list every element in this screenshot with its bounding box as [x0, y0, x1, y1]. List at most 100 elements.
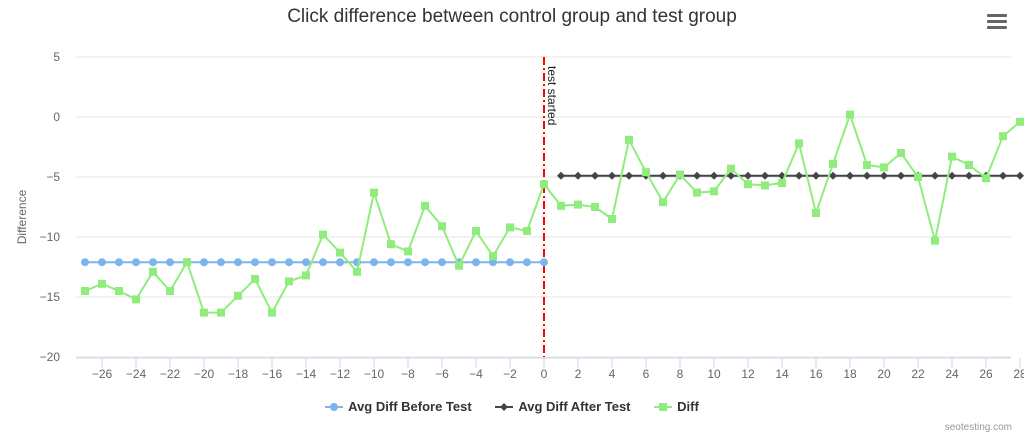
data-point-square [268, 308, 276, 317]
data-point-diamond [557, 171, 565, 180]
x-tick-label: −12 [330, 367, 351, 381]
data-point-square [914, 173, 922, 181]
data-point-diamond [574, 171, 582, 180]
data-point-circle [115, 258, 123, 267]
x-tick-label: −16 [262, 367, 283, 381]
data-point-square [404, 247, 412, 256]
data-point-diamond [931, 171, 939, 180]
credit-link[interactable]: seotesting.com [944, 422, 1012, 433]
x-tick-label: 12 [741, 367, 755, 381]
y-tick-label: −20 [40, 350, 61, 364]
x-tick-label: −18 [228, 367, 249, 381]
data-point-square [285, 277, 293, 286]
data-point-circle [404, 258, 412, 267]
data-point-circle [285, 258, 293, 267]
data-point-diamond [625, 171, 633, 180]
test-started-label: test started [545, 66, 559, 125]
data-point-diamond [948, 171, 956, 180]
x-tick-label: 14 [775, 367, 789, 381]
data-point-circle [132, 258, 140, 267]
y-tick-label: −5 [46, 170, 60, 184]
data-point-diamond [829, 171, 837, 180]
data-point-square [829, 159, 837, 168]
data-point-square [727, 164, 735, 173]
legend-label-diff: Diff [677, 399, 699, 414]
data-point-square [387, 240, 395, 249]
data-point-circle [200, 258, 208, 267]
y-tick-label: −15 [40, 290, 61, 304]
data-point-square [642, 168, 650, 177]
data-point-square [608, 215, 616, 223]
x-tick-label: −24 [126, 367, 147, 381]
data-point-square [1016, 117, 1024, 126]
x-tick-label: −2 [503, 367, 517, 381]
data-point-square [999, 132, 1007, 141]
data-point-circle [149, 258, 157, 267]
series-line-3 [84, 111, 1021, 315]
data-point-square [931, 236, 939, 245]
y-tick-label: −10 [40, 230, 61, 244]
data-point-square [540, 180, 548, 189]
data-point-square [591, 203, 599, 211]
data-point-diamond [693, 171, 701, 180]
data-point-square [710, 187, 718, 196]
data-point-square [251, 275, 259, 283]
data-point-square [965, 161, 973, 169]
data-point-diamond [659, 171, 667, 180]
data-point-square [489, 252, 497, 261]
data-point-square [659, 198, 667, 207]
data-point-circle [166, 258, 174, 267]
legend-marker-before [325, 402, 344, 411]
data-point-circle [251, 258, 259, 267]
x-tick-label: −20 [194, 367, 215, 381]
data-point-square [336, 248, 344, 257]
data-point-diamond [965, 171, 973, 180]
x-tick-label: 22 [911, 367, 925, 381]
data-point-square [200, 308, 208, 317]
data-point-diamond [744, 171, 752, 180]
legend-label-before: Avg Diff Before Test [348, 399, 472, 414]
data-point-diamond [727, 171, 735, 180]
legend-marker-diff [654, 402, 673, 411]
data-point-square [234, 291, 242, 300]
data-point-circle [217, 258, 225, 267]
data-point-square [472, 227, 480, 235]
data-point-square [523, 227, 531, 235]
data-point-square [455, 261, 463, 270]
data-point-square [81, 287, 89, 295]
data-point-square [302, 271, 310, 280]
legend-label-after: Avg Diff After Test [518, 399, 631, 414]
chart-legend: Avg Diff Before Test Avg Diff After Test… [0, 399, 1024, 415]
legend-item-before[interactable]: Avg Diff Before Test [325, 399, 472, 414]
data-point-square [846, 110, 854, 119]
data-point-circle [336, 258, 344, 267]
data-point-square [506, 223, 514, 232]
chart-title: Click difference between control group a… [287, 6, 737, 27]
data-point-diamond [591, 171, 599, 180]
x-tick-label: −10 [364, 367, 385, 381]
menu-icon[interactable] [987, 14, 1007, 32]
data-point-circle [506, 258, 514, 267]
data-point-square [693, 188, 701, 197]
data-point-square [880, 163, 888, 172]
x-tick-label: 26 [979, 367, 993, 381]
data-point-square [217, 308, 225, 317]
data-point-square [574, 200, 582, 209]
x-tick-label: −8 [401, 367, 415, 381]
data-point-diamond [897, 171, 905, 180]
data-point-square [744, 180, 752, 189]
data-point-square [778, 179, 786, 187]
data-point-diamond [812, 171, 820, 180]
x-tick-label: 4 [609, 367, 616, 381]
x-tick-label: 20 [877, 367, 891, 381]
data-point-circle [319, 258, 327, 267]
x-tick-label: −26 [92, 367, 113, 381]
data-point-circle [472, 258, 480, 267]
legend-item-after[interactable]: Avg Diff After Test [495, 399, 631, 414]
x-tick-label: 2 [575, 367, 582, 381]
y-tick-label: 5 [53, 50, 60, 64]
x-tick-label: 16 [809, 367, 823, 381]
legend-item-diff[interactable]: Diff [654, 399, 699, 414]
x-tick-label: 10 [707, 367, 721, 381]
